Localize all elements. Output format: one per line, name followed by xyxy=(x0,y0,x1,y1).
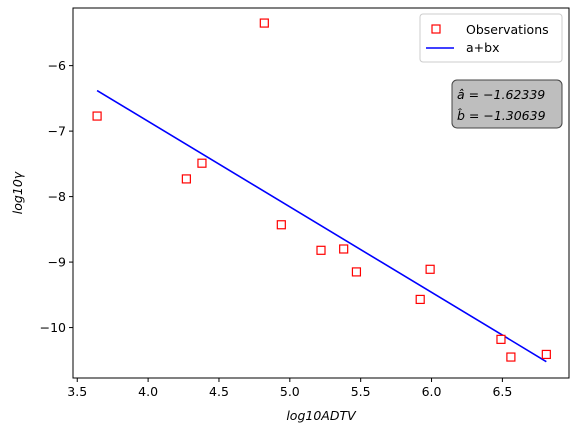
fit-line-layer xyxy=(96,89,547,363)
observation-point xyxy=(259,18,269,28)
y-tick-label: −6 xyxy=(48,58,66,73)
coefficient-a-label: â = −1.62339 xyxy=(457,87,545,102)
observation-point xyxy=(339,244,349,254)
x-tick-label: 6.5 xyxy=(492,384,512,399)
observation-point xyxy=(316,245,326,255)
x-tick-label: 5.5 xyxy=(351,384,371,399)
observation-markers xyxy=(92,18,551,362)
x-tick-label: 4.5 xyxy=(209,384,229,399)
legend-observations-marker xyxy=(431,24,441,34)
observation-point xyxy=(506,352,516,362)
observation-point xyxy=(92,111,102,121)
y-axis-ticks: −6 −7 −8 −9 −10 xyxy=(40,58,73,335)
observation-point xyxy=(276,220,286,230)
observation-point xyxy=(181,174,191,184)
x-axis-label: log10ADTV xyxy=(286,408,357,423)
y-tick-label: −10 xyxy=(40,320,66,335)
plot-frame xyxy=(72,7,570,379)
x-axis-ticks: 3.5 4.0 4.5 5.0 5.5 6.0 6.5 xyxy=(67,378,512,399)
coefficient-box-frame xyxy=(451,79,563,129)
fit-line xyxy=(96,89,547,363)
coefficient-b-label: b̂ = −1.30639 xyxy=(457,108,546,123)
plot-background xyxy=(73,8,569,378)
observation-point xyxy=(425,264,435,274)
observation-point xyxy=(496,334,506,344)
legend: Observations a+bx xyxy=(419,13,563,63)
y-axis-label: log10γ xyxy=(10,171,25,214)
x-tick-label: 6.0 xyxy=(422,384,442,399)
x-tick-label: 5.0 xyxy=(280,384,300,399)
x-tick-label: 3.5 xyxy=(67,384,87,399)
legend-frame xyxy=(419,13,563,63)
observation-point xyxy=(197,158,207,168)
legend-observations-label: Observations xyxy=(466,22,549,37)
legend-fit-label: a+bx xyxy=(466,40,499,55)
observation-point xyxy=(541,349,551,360)
x-tick-label: 4.0 xyxy=(138,384,158,399)
observation-point xyxy=(351,267,362,277)
coefficient-box: â = −1.62339 b̂ = −1.30639 xyxy=(451,79,563,129)
y-tick-label: −7 xyxy=(48,124,66,139)
y-tick-label: −9 xyxy=(48,255,66,270)
y-tick-label: −8 xyxy=(48,189,66,204)
observation-point xyxy=(415,294,425,305)
